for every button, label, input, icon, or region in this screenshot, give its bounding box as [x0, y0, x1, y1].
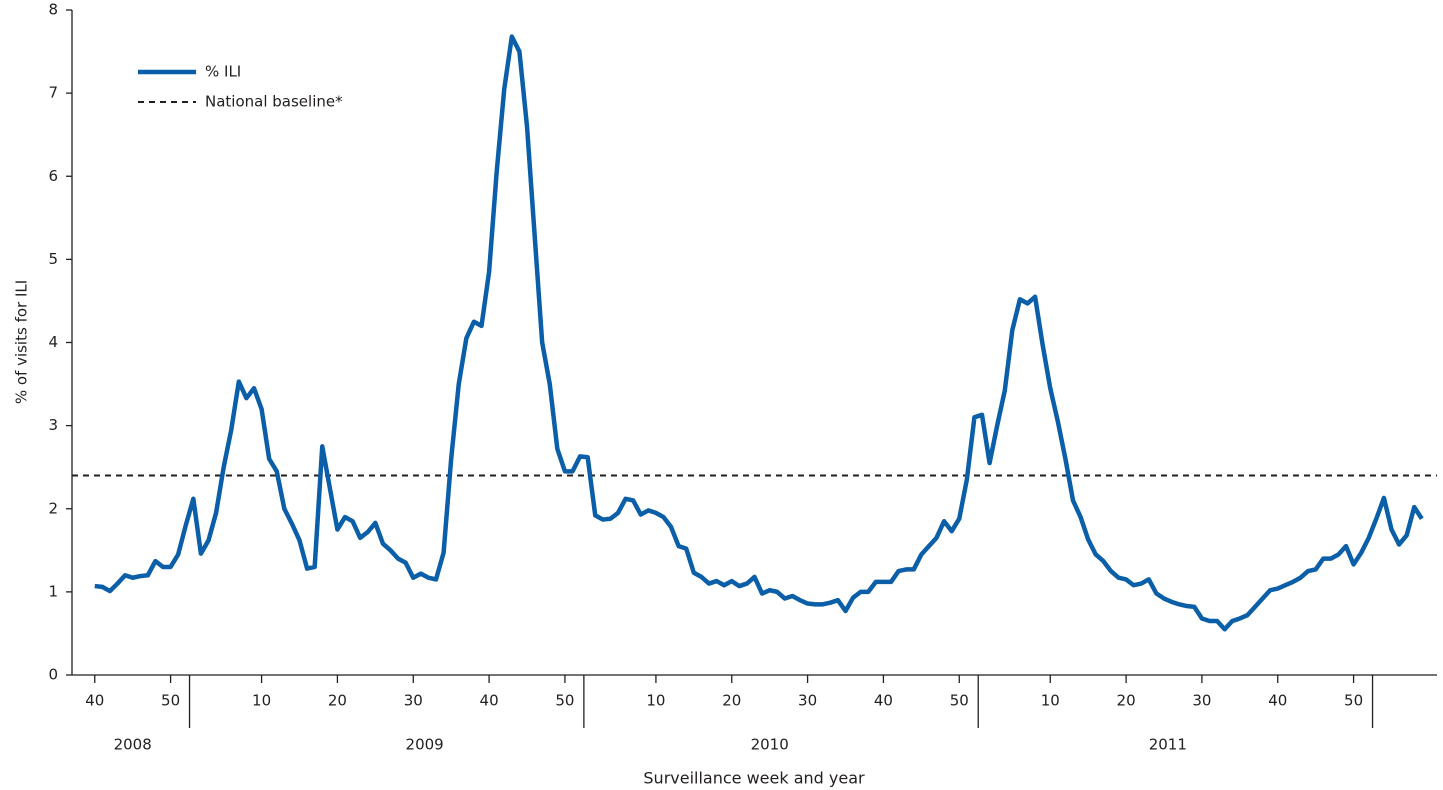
y-axis-title: % of visits for ILI — [13, 280, 31, 404]
year-label: 2009 — [406, 736, 444, 754]
year-label: 2008 — [114, 736, 152, 754]
x-tick-label: 50 — [555, 692, 574, 710]
x-tick-label: 50 — [950, 692, 969, 710]
y-tick-label: 0 — [48, 666, 58, 684]
x-tick-label: 20 — [1117, 692, 1136, 710]
y-tick-label: 2 — [48, 499, 58, 517]
x-tick-label: 20 — [722, 692, 741, 710]
y-tick-label: 5 — [48, 250, 58, 268]
y-tick-label: 7 — [48, 84, 58, 102]
x-tick-label: 30 — [404, 692, 423, 710]
x-tick-label: 30 — [798, 692, 817, 710]
data-line — [94, 34, 1424, 632]
x-tick-label: 50 — [161, 692, 180, 710]
x-tick-label: 40 — [85, 692, 104, 710]
legend-label: % ILI — [205, 63, 241, 81]
legend-label: National baseline* — [205, 93, 343, 111]
y-tick-label: 4 — [48, 333, 58, 351]
x-tick-label: 40 — [1268, 692, 1287, 710]
y-tick-label: 6 — [48, 167, 58, 185]
year-label: 2010 — [751, 736, 789, 754]
x-tick-label: 10 — [1041, 692, 1060, 710]
x-tick-label: 40 — [874, 692, 893, 710]
x-tick-label: 20 — [328, 692, 347, 710]
year-label: 2011 — [1149, 736, 1187, 754]
x-axis-title: Surveillance week and year — [643, 769, 865, 788]
x-tick-label: 10 — [252, 692, 271, 710]
x-tick-label: 10 — [646, 692, 665, 710]
y-tick-label: 8 — [48, 1, 58, 19]
y-tick-label: 1 — [48, 582, 58, 600]
x-tick-label: 30 — [1192, 692, 1211, 710]
x-tick-label: 50 — [1344, 692, 1363, 710]
y-tick-label: 3 — [48, 416, 58, 434]
x-tick-label: 40 — [480, 692, 499, 710]
